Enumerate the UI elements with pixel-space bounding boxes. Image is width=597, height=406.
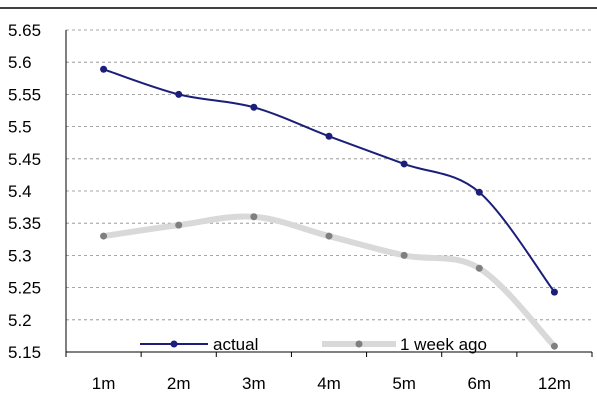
data-point-1-week-ago	[325, 232, 333, 240]
axis-layer: 5.65 5.6 5.55 5.5 5.45 5.4 5.35 5.3 5.25 5.2 5.15 1…	[8, 21, 593, 393]
legend-item-actual: actual	[140, 335, 258, 354]
y-tick-label: 5.45	[8, 150, 41, 169]
y-tick-label: 5.35	[8, 214, 41, 233]
grid-layer	[66, 29, 592, 321]
x-tick-label: 12m	[538, 374, 571, 393]
data-point-actual	[475, 188, 483, 196]
legend-marker	[355, 340, 363, 348]
series-line-actual	[102, 68, 556, 294]
x-tick-label: 1m	[92, 374, 116, 393]
data-point-1-week-ago	[250, 213, 258, 221]
x-tick-label: 4m	[317, 374, 341, 393]
data-point-actual	[250, 103, 258, 111]
legend-label: 1 week ago	[400, 335, 487, 354]
y-tick-label: 5.55	[8, 85, 41, 104]
x-tick-label: 5m	[392, 374, 416, 393]
legend-label: actual	[213, 335, 258, 354]
y-tick-label: 5.15	[8, 343, 41, 362]
legend: actual 1 week ago	[140, 335, 487, 354]
data-point-actual	[400, 160, 408, 168]
y-tick-label: 5.6	[8, 53, 32, 72]
x-tick-label: 6m	[467, 374, 491, 393]
y-tick-label: 5.4	[8, 182, 32, 201]
legend-item-1-week-ago: 1 week ago	[322, 335, 487, 354]
data-point-1-week-ago	[400, 251, 408, 259]
data-point-1-week-ago	[100, 232, 108, 240]
y-tick-label: 5.2	[8, 311, 32, 330]
y-tick-label: 5.3	[8, 246, 32, 265]
legend-marker	[170, 340, 178, 348]
data-point-1-week-ago	[550, 342, 558, 350]
x-tick-label: 3m	[242, 374, 266, 393]
y-tick-label: 5.25	[8, 279, 41, 298]
data-point-actual	[175, 90, 183, 98]
y-tick-label: 5.5	[8, 118, 32, 137]
data-point-1-week-ago	[175, 221, 183, 229]
data-point-actual	[100, 65, 108, 73]
y-tick-label: 5.65	[8, 21, 41, 40]
x-tick-label: 2m	[167, 374, 191, 393]
data-point-1-week-ago	[475, 264, 483, 272]
data-point-actual	[550, 288, 558, 296]
series-layer	[100, 65, 558, 350]
data-point-actual	[325, 132, 333, 140]
